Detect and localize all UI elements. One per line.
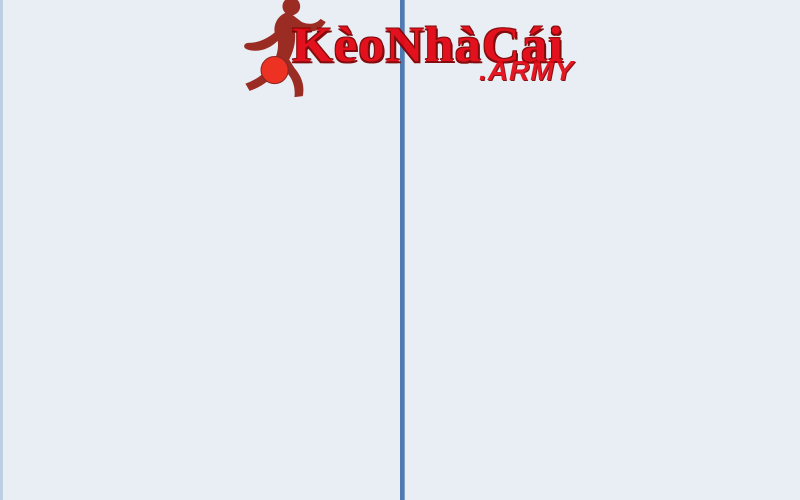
ranking-table-left: [0, 0, 3, 500]
ranking-table-right: [400, 0, 800, 500]
